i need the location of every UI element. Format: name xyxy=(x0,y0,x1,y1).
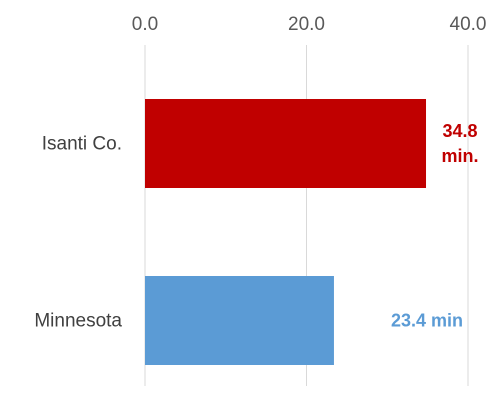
category-label: Minnesota xyxy=(34,311,122,332)
data-labels: 34.8 min. 23.4 min xyxy=(391,121,479,331)
category-label: Isanti Co. xyxy=(42,134,122,155)
bars xyxy=(145,99,427,365)
data-label: min. xyxy=(441,146,478,166)
x-tick-label: 0.0 xyxy=(132,14,158,35)
x-axis-tick-labels: 0.0 20.0 40.0 xyxy=(132,14,487,35)
x-tick-label: 40.0 xyxy=(450,14,487,35)
data-label: 34.8 xyxy=(442,121,477,141)
bar xyxy=(145,99,427,188)
x-tick-label: 20.0 xyxy=(288,14,325,35)
bar xyxy=(145,276,334,365)
data-label: 23.4 min xyxy=(391,311,463,331)
category-labels: Isanti Co. Minnesota xyxy=(34,134,122,332)
